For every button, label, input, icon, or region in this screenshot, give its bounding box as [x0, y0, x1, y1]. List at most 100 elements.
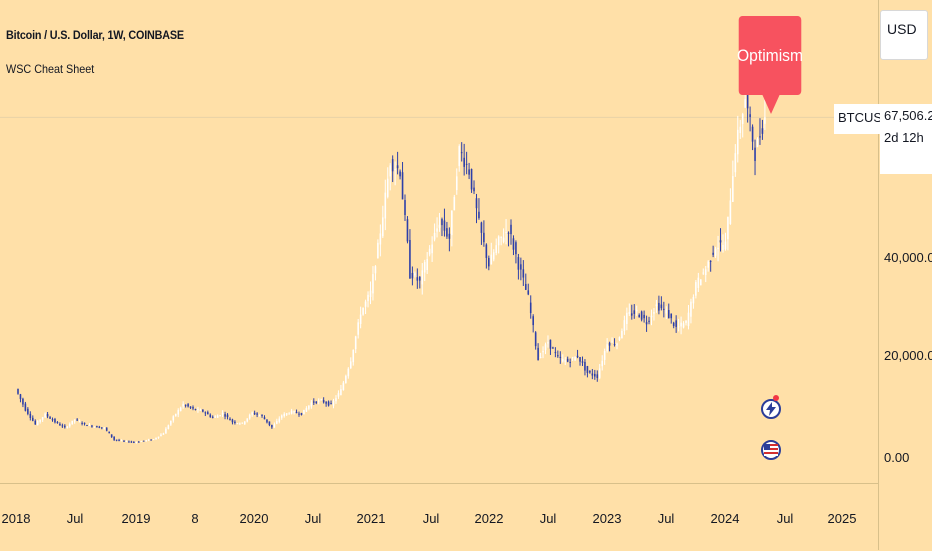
- optimism-label[interactable]: Optimism: [737, 16, 803, 95]
- candle-body: [342, 382, 345, 391]
- optimism-pointer: [762, 94, 780, 114]
- time-label: 8: [191, 511, 199, 526]
- chart-area[interactable]: [0, 0, 878, 483]
- time-label: Jul: [66, 511, 84, 526]
- candle-body: [278, 418, 281, 422]
- candle-body: [293, 411, 295, 413]
- indicator-label[interactable]: WSC Cheat Sheet: [6, 62, 95, 76]
- candle-body: [739, 126, 742, 134]
- candle-body: [325, 402, 327, 404]
- time-label: Jul: [304, 511, 322, 526]
- candle-body: [764, 117, 766, 124]
- candle-body: [502, 237, 505, 242]
- candle-body: [677, 326, 680, 328]
- candle-body: [680, 322, 682, 327]
- candle-body: [337, 393, 340, 397]
- candle-body: [372, 274, 374, 294]
- candle-body: [295, 411, 298, 414]
- candle-body: [322, 400, 325, 403]
- candle-body: [290, 410, 293, 414]
- candle-body: [510, 224, 512, 235]
- candle-body: [125, 441, 128, 443]
- last-price-tag: 67,506.25 2d 12h: [880, 104, 932, 174]
- candle-body: [377, 242, 379, 259]
- lightning-glyph: [766, 402, 776, 416]
- candle-body: [648, 320, 650, 322]
- lightning-event-icon[interactable]: [761, 399, 781, 419]
- candle-body: [414, 273, 416, 276]
- candle-body: [601, 360, 604, 367]
- candle-body: [468, 169, 470, 175]
- candle-body: [167, 425, 170, 429]
- candle-body: [687, 312, 690, 326]
- candle-body: [608, 342, 611, 346]
- candle-body: [22, 398, 24, 405]
- candle-body: [133, 441, 135, 443]
- candle-body: [54, 418, 56, 423]
- candle-body: [105, 427, 108, 431]
- candle-body: [539, 356, 542, 358]
- currency-selector[interactable]: USD: [880, 10, 928, 60]
- time-label: 2018: [1, 511, 31, 526]
- candle-body: [86, 425, 88, 427]
- candle-body: [741, 114, 744, 124]
- candle-body: [675, 320, 677, 327]
- candle-body: [559, 356, 562, 359]
- candle-body: [579, 357, 581, 362]
- candle-body: [470, 168, 473, 190]
- candle-body: [374, 266, 377, 274]
- candle-body: [354, 336, 357, 350]
- candle-body: [157, 436, 160, 438]
- candle-body: [490, 254, 493, 265]
- candle-body: [177, 410, 180, 415]
- chart-title: Bitcoin / U.S. Dollar, 1W, COINBASE: [6, 28, 184, 42]
- candle-body: [497, 236, 500, 246]
- candle-body: [261, 414, 263, 416]
- candle-body: [194, 408, 197, 411]
- candle-body: [564, 360, 567, 362]
- candle-body: [386, 178, 389, 197]
- candle-body: [91, 425, 93, 427]
- candle-body: [59, 423, 61, 426]
- candle-body: [618, 337, 621, 340]
- candle-body: [554, 352, 557, 354]
- price-scale[interactable]: [878, 0, 932, 550]
- candle-body: [219, 415, 221, 417]
- price-chart[interactable]: [0, 0, 878, 483]
- candle-body: [495, 245, 498, 253]
- candle-body: [101, 427, 103, 429]
- candle-body: [761, 128, 764, 134]
- candle-body: [598, 368, 601, 378]
- candle-body: [423, 262, 426, 273]
- candle-body: [537, 347, 539, 361]
- candle-body: [438, 224, 441, 228]
- candle-body: [623, 320, 626, 331]
- candle-body: [202, 409, 204, 412]
- candle-body: [239, 423, 241, 425]
- candle-body: [285, 413, 288, 415]
- candle-body: [448, 233, 451, 239]
- candle-body: [115, 439, 118, 441]
- candle-body: [204, 412, 207, 414]
- candle-body: [660, 304, 663, 309]
- candle-body: [460, 152, 463, 154]
- candle-body: [152, 439, 155, 441]
- candle-body: [19, 394, 22, 400]
- candle-body: [303, 409, 305, 415]
- candle-body: [229, 418, 231, 421]
- candle-body: [352, 349, 355, 363]
- candle-body: [436, 228, 438, 232]
- us-flag-event-icon[interactable]: [761, 440, 781, 460]
- candle-body: [66, 426, 69, 428]
- candle-body: [500, 236, 502, 238]
- candle-body: [727, 216, 729, 240]
- candle-body: [241, 422, 244, 424]
- candle-body: [64, 425, 66, 428]
- candle-body: [68, 423, 71, 427]
- candle-body: [41, 417, 44, 420]
- candle-body: [315, 401, 318, 404]
- candle-body: [512, 238, 515, 250]
- candle-body: [754, 147, 756, 161]
- time-axis[interactable]: 2018 Jul 2019 8 2020 Jul 2021 Jul 2022 J…: [0, 483, 878, 551]
- candle-body: [280, 415, 283, 418]
